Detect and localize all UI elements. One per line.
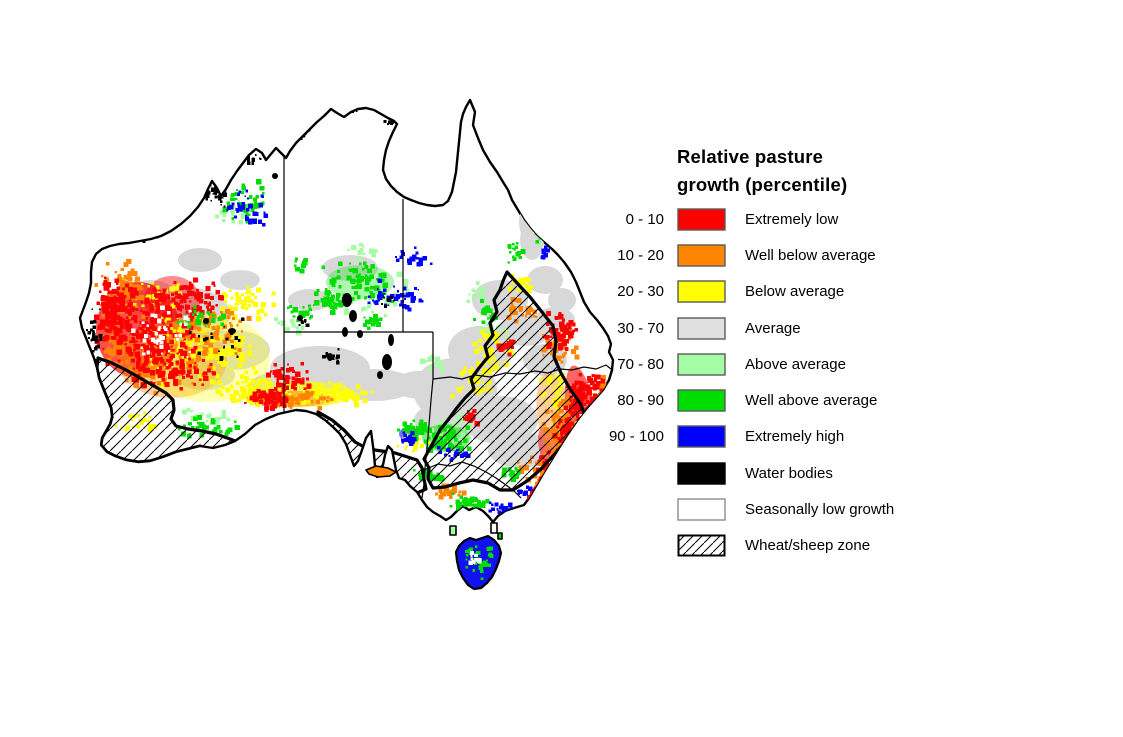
legend-swatch-extremely-low: [677, 207, 726, 231]
legend-swatch-below-average: [677, 280, 726, 303]
legend-row-below-average: 20 - 30 Below average: [598, 274, 1018, 310]
legend-range: 80 - 90: [617, 392, 664, 410]
legend-label: Seasonally low growth: [745, 501, 895, 519]
wheat-sheep-zone-west: [95, 356, 248, 464]
legend: Relative pasture growth (percentile) 0 -…: [598, 143, 1018, 564]
legend-range: 70 - 80: [617, 355, 664, 373]
australia-map: [78, 98, 615, 591]
legend-label: Extremely low: [745, 210, 839, 228]
tasmania-raster-speckles: [465, 545, 494, 581]
legend-label: Wheat/sheep zone: [745, 537, 871, 555]
legend-row-above-average: 70 - 80 Above average: [598, 346, 1018, 382]
legend-label: Extremely high: [745, 428, 845, 446]
legend-swatch-wheat-sheep-zone: [677, 534, 726, 557]
legend-swatch-water-bodies: [677, 462, 726, 485]
legend-row-wheat-sheep-zone: Wheat/sheep zone: [598, 528, 1018, 564]
legend-row-well-below-average: 10 - 20 Well below average: [598, 237, 1018, 273]
legend-swatch-extremely-high: [677, 425, 726, 449]
legend-row-average: 30 - 70 Average: [598, 310, 1018, 346]
legend-swatch-seasonally-low-growth: [677, 498, 726, 521]
legend-label: Below average: [745, 283, 845, 301]
legend-label: Average: [745, 319, 801, 337]
legend-title: Relative pasture growth (percentile): [677, 146, 848, 195]
legend-row-extremely-low: 0 - 10 Extremely low: [598, 201, 1018, 237]
legend-range: 90 - 100: [608, 428, 664, 446]
legend-swatch-well-above-average: [677, 389, 726, 412]
legend-label: Above average: [745, 355, 846, 373]
legend-label: Water bodies: [745, 464, 833, 482]
legend-swatch-above-average: [677, 353, 726, 376]
legend-range: 0 - 10: [625, 210, 664, 228]
legend-row-seasonally-low-growth: Seasonally low growth: [598, 491, 1018, 527]
legend-range: 20 - 30: [617, 283, 664, 301]
legend-row-well-above-average: 80 - 90 Well above average: [598, 382, 1018, 418]
legend-row-water-bodies: Water bodies: [598, 455, 1018, 491]
legend-range: 10 - 20: [617, 246, 664, 264]
legend-range: 30 - 70: [617, 319, 664, 337]
legend-label: Well above average: [745, 392, 878, 410]
legend-swatch-well-below-average: [677, 244, 726, 267]
wheat-sheep-zone-east: [422, 270, 587, 492]
legend-swatch-average: [677, 316, 726, 340]
legend-row-extremely-high: 90 - 100 Extremely high: [598, 419, 1018, 455]
legend-label: Well below average: [745, 246, 876, 264]
offshore-islands: [365, 465, 503, 540]
wheat-sheep-zone: [95, 270, 587, 502]
